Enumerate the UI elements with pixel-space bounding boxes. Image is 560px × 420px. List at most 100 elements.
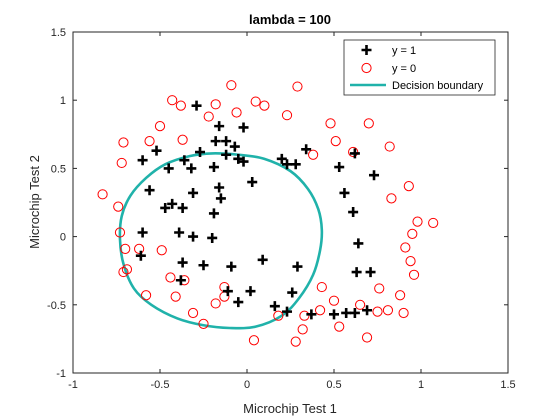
positive-point: [282, 306, 293, 317]
legend-label-y1: y = 1: [392, 45, 416, 57]
plot-frame: [72, 31, 509, 374]
negative-point: [250, 96, 261, 107]
positive-point: [282, 159, 293, 170]
negative-point: [140, 290, 152, 301]
negative-point: [114, 227, 126, 238]
y-tick-label: 0.5: [51, 163, 66, 175]
positive-point: [349, 148, 360, 159]
y-axis-ticks: -1 -0.5 0 0.5 1 1.5: [47, 27, 508, 380]
positive-point: [198, 260, 209, 271]
positive-point: [221, 136, 232, 147]
positive-point: [151, 145, 162, 156]
negative-point: [116, 157, 127, 169]
x-tick-label: 1: [418, 379, 424, 391]
negative-point: [210, 99, 221, 110]
negative-point: [372, 306, 383, 317]
positive-point: [137, 227, 148, 238]
y-tick-label: 1.5: [51, 27, 66, 39]
negative-point: [395, 290, 406, 301]
positive-point: [269, 301, 280, 312]
negative-point: [405, 256, 416, 267]
decision-boundary-curve: [118, 152, 324, 330]
negative-point: [167, 95, 178, 106]
positive-point: [163, 163, 174, 174]
positive-point: [339, 187, 350, 198]
negative-point: [355, 299, 366, 310]
negative-point: [210, 298, 221, 309]
negative-point: [203, 111, 214, 122]
positive-point: [233, 297, 244, 308]
x-tick-label: 0: [244, 379, 250, 391]
negative-point: [165, 272, 176, 283]
negative-point: [113, 201, 124, 212]
positive-point: [238, 122, 249, 133]
negative-point: [118, 266, 129, 278]
plus-marker-icon: [361, 45, 372, 55]
negative-point: [386, 193, 397, 204]
positive-point: [245, 286, 256, 297]
legend-item-y1: y = 1: [361, 45, 416, 57]
negative-point: [382, 305, 394, 316]
negative-point: [187, 307, 199, 319]
positive-point: [215, 193, 226, 204]
positive-point: [144, 185, 155, 196]
legend: y = 1 y = 0 Decision boundary: [343, 39, 496, 96]
positive-point: [233, 153, 244, 164]
negative-point: [175, 100, 186, 111]
points-layer: [97, 80, 439, 347]
positive-point: [188, 231, 199, 242]
negative-point: [259, 100, 270, 111]
positive-point: [137, 155, 148, 166]
negative-point: [316, 281, 327, 293]
negative-point: [299, 310, 310, 321]
negative-point: [325, 118, 336, 129]
positive-point: [175, 275, 186, 286]
positive-point: [238, 156, 249, 167]
negative-point: [121, 264, 133, 275]
negative-point: [407, 228, 418, 239]
x-axis-label: Microchip Test 1: [243, 401, 337, 416]
negative-point: [154, 121, 166, 132]
negative-point: [177, 134, 188, 145]
negative-point: [144, 136, 155, 147]
negative-point: [403, 181, 414, 192]
positive-point: [290, 159, 301, 170]
negative-point: [330, 136, 341, 147]
positive-point: [349, 307, 360, 318]
positive-point: [214, 182, 225, 193]
y-axis-label: Microchip Test 2: [27, 155, 42, 249]
x-axis-ticks: -1 -0.5 0 0.5 1 1.5: [68, 32, 516, 391]
negative-point: [231, 107, 242, 118]
x-tick-label: 0.5: [326, 379, 341, 391]
negative-point: [97, 189, 108, 200]
legend-item-y0: y = 0: [361, 62, 416, 75]
negative-point: [334, 321, 345, 332]
y-tick-label: 0: [60, 232, 66, 244]
negative-point: [412, 216, 423, 227]
y-tick-label: -1: [56, 368, 66, 380]
negative-point: [281, 110, 293, 121]
positive-point: [292, 261, 303, 272]
positive-point: [369, 170, 380, 181]
y-tick-label: -0.5: [47, 300, 66, 312]
positive-point: [160, 202, 171, 213]
positive-point: [167, 198, 178, 209]
y-tick-label: 1: [60, 95, 66, 107]
positive-point: [348, 207, 359, 218]
positive-point: [306, 309, 317, 320]
negative-point: [374, 283, 385, 294]
positive-point: [287, 287, 298, 298]
positive-point: [276, 153, 287, 164]
negative-point: [156, 245, 167, 256]
positive-point: [191, 100, 202, 111]
legend-label-y0: y = 0: [392, 63, 416, 75]
negative-point: [248, 335, 260, 346]
positive-point: [351, 267, 362, 278]
positive-point: [341, 307, 352, 318]
positive-point: [208, 162, 219, 173]
positive-point: [334, 162, 345, 173]
positive-point: [229, 141, 240, 152]
negative-point: [297, 324, 308, 335]
positive-point: [214, 121, 225, 132]
